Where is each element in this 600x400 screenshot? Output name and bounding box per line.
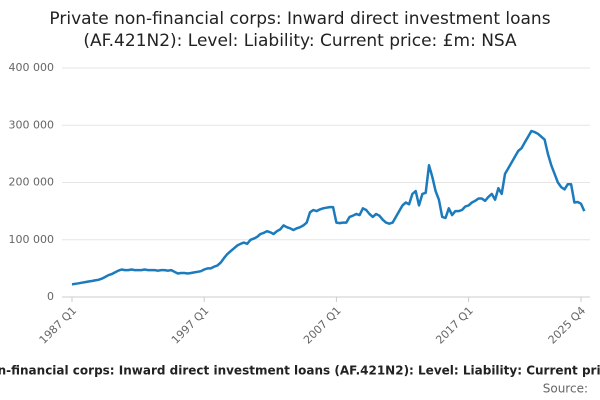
y-tick-label: 0 (47, 290, 54, 303)
caption: Private non-financial corps: Inward dire… (0, 364, 600, 378)
y-tick-label: 100 000 (9, 233, 55, 246)
y-tick-label: 300 000 (9, 118, 55, 131)
y-tick-label: 200 000 (9, 176, 55, 189)
x-tick-label: 1997 Q1 (169, 304, 212, 347)
chart-title: Private non-financial corps: Inward dire… (49, 9, 551, 51)
x-tick-label: 2025 Q4 (546, 304, 589, 347)
x-tick-label: 2007 Q1 (301, 304, 344, 347)
source: Source: (543, 382, 588, 396)
data-line (71, 129, 586, 286)
x-tick-label: 2017 Q1 (433, 304, 476, 347)
y-tick-label: 400 000 (9, 61, 55, 74)
x-tick-label: 1987 Q1 (37, 304, 80, 347)
